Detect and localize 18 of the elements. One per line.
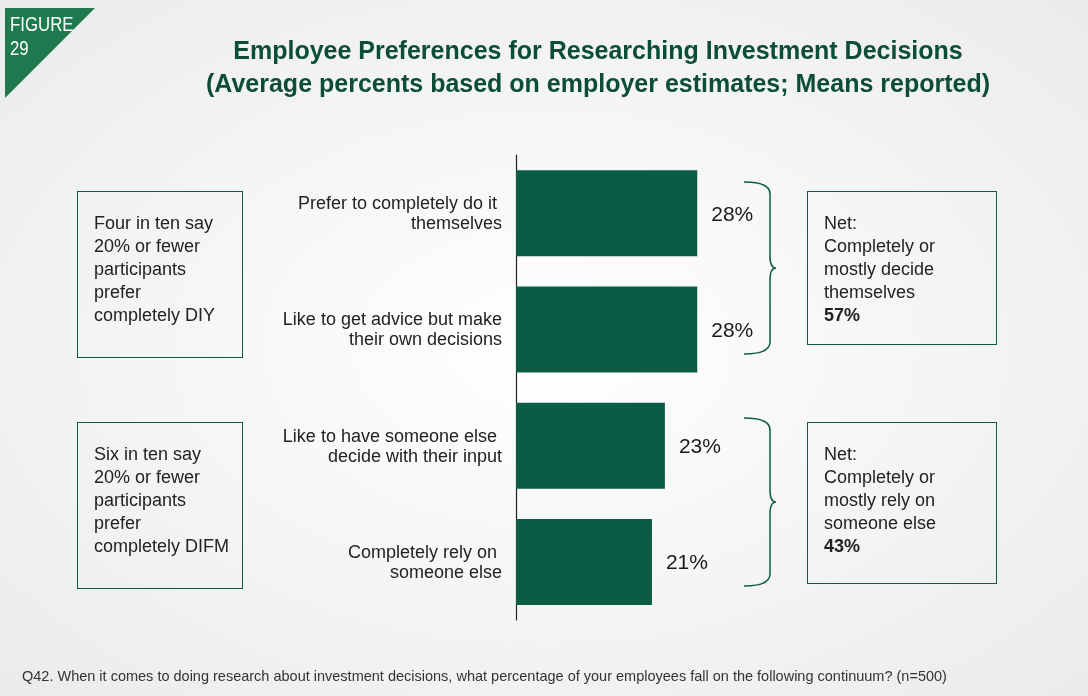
data-label: 23% [678,434,721,458]
data-label: 21% [665,550,708,574]
y-tick-label: Like to get advice but make their own decisions [282,309,502,350]
y-tick-label: Prefer to completely do it themselves [297,193,502,234]
text: Q42. When it comes to doing research about investment decisions, what percentage of your employees fall on the following continuum? (n=500) [22,668,947,684]
y-tick-label: Like to have someone else decide with their input [282,425,502,466]
y-tick-label: Completely rely on someone else [347,541,502,582]
caption: FIGURE 29 [10,12,74,60]
text: Four in ten say 20% or fewer participants prefer completely DIY [94,212,217,327]
text: Net: Completely or mostly rely on someone else [824,443,938,535]
data-label: 28% [711,201,754,225]
data-label: 28% [711,317,754,341]
text: 57% [824,304,862,327]
text: 43% [824,535,862,558]
chart-subtitle: (Average percents based on employer estimates; Means reported) [205,68,991,97]
text: Six in ten say 20% or fewer participants prefer completely DIFM [94,443,231,558]
text: Net: Completely or mostly decide themselves [824,212,937,304]
chart-title: Employee Preferences for Researching Investment Decisions [233,35,963,64]
